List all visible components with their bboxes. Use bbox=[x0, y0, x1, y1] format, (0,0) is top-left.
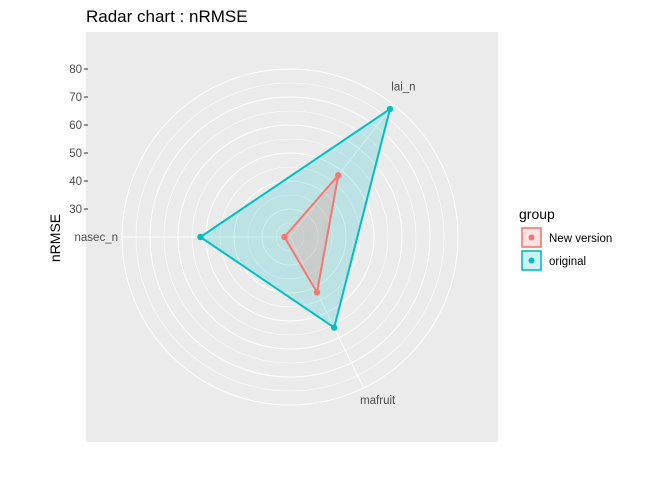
data-point bbox=[386, 105, 394, 113]
chart-title: Radar chart : nRMSE bbox=[86, 7, 248, 26]
tick-label: 70 bbox=[69, 92, 82, 104]
legend: group New version original bbox=[519, 206, 612, 271]
tick-label: 60 bbox=[69, 120, 82, 132]
radial-ticks: 30 40 50 60 70 80 bbox=[69, 64, 88, 216]
data-point bbox=[197, 233, 204, 241]
spoke-line bbox=[289, 104, 394, 238]
data-point bbox=[335, 172, 342, 179]
legend-items: New version original bbox=[521, 227, 612, 271]
series-layer bbox=[197, 105, 394, 331]
spoke-label: nasec_n bbox=[75, 232, 118, 244]
data-point bbox=[330, 324, 338, 331]
legend-title: group bbox=[519, 206, 555, 222]
y-axis-label: nRMSE bbox=[47, 214, 63, 262]
tick-label: 80 bbox=[69, 64, 82, 76]
tick-label: 50 bbox=[69, 148, 82, 160]
legend-label: New version bbox=[549, 233, 612, 245]
tick-label: 40 bbox=[69, 176, 82, 188]
spoke-line bbox=[289, 236, 365, 389]
tick-label: 30 bbox=[69, 204, 82, 216]
data-point bbox=[281, 233, 288, 241]
spoke-label: lai_n bbox=[391, 82, 415, 94]
spoke-label: mafruit bbox=[360, 395, 396, 407]
series-polygon bbox=[199, 108, 391, 329]
series-polygon bbox=[283, 174, 340, 294]
spokes bbox=[122, 104, 394, 389]
legend-marker bbox=[528, 234, 535, 241]
legend-marker bbox=[528, 257, 535, 264]
legend-label: original bbox=[549, 256, 586, 268]
data-point bbox=[313, 289, 321, 296]
